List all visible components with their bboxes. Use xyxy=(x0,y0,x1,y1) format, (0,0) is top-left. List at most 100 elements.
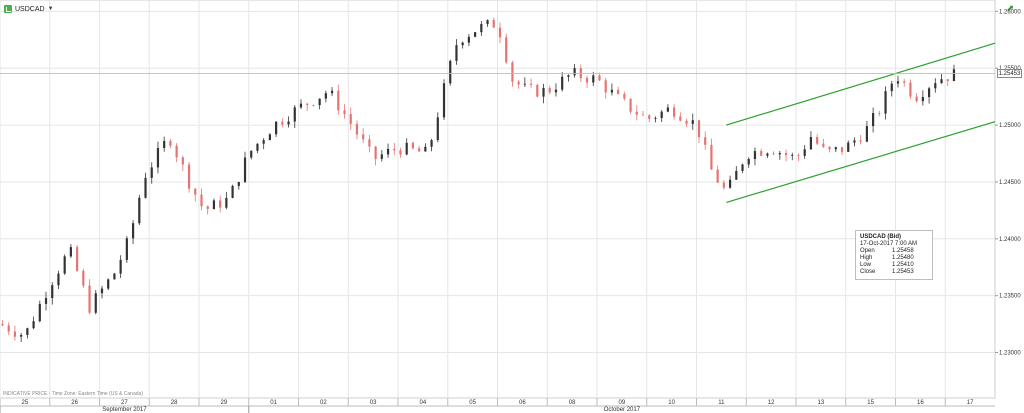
candle-body xyxy=(380,154,383,159)
candle-body xyxy=(598,75,601,81)
candle xyxy=(20,333,23,342)
day-label: 12 xyxy=(768,400,775,406)
candle xyxy=(474,31,477,38)
candle xyxy=(548,85,551,95)
candle-body xyxy=(617,89,620,94)
candle-body xyxy=(853,140,856,143)
candle xyxy=(125,236,128,263)
candle-body xyxy=(641,114,645,116)
candle xyxy=(281,118,284,128)
candle xyxy=(784,149,788,162)
candle xyxy=(896,75,900,88)
candle-body xyxy=(442,83,446,118)
tooltip-row-low: Low 1.25410 xyxy=(860,262,914,268)
candle-body xyxy=(156,147,160,168)
candle-body xyxy=(934,83,937,89)
candle-body xyxy=(187,164,191,189)
candle-body xyxy=(890,83,893,92)
candle xyxy=(685,118,688,127)
candle xyxy=(88,279,91,315)
candle-body xyxy=(169,141,172,146)
tooltip-datetime: 17-Oct-2017 7:00 AM xyxy=(860,241,918,247)
candle xyxy=(934,78,937,93)
candle-body xyxy=(474,32,477,37)
candle-body xyxy=(386,148,390,155)
candle xyxy=(461,41,464,49)
month-label: October 2017 xyxy=(604,407,641,413)
candle-body xyxy=(219,200,222,208)
candle-body xyxy=(648,115,651,119)
candle xyxy=(44,291,48,311)
expand-arrow-icon[interactable]: ⬈ xyxy=(1006,3,1014,13)
candle-body xyxy=(784,153,788,156)
candle xyxy=(100,285,104,299)
candle-body xyxy=(150,167,153,178)
candle-body xyxy=(343,110,346,115)
candle-body xyxy=(287,121,290,125)
candle-body xyxy=(88,285,91,313)
candle xyxy=(834,146,837,153)
candle xyxy=(890,80,893,97)
candle xyxy=(573,64,576,78)
candle-body xyxy=(212,200,216,210)
candle-body xyxy=(318,98,321,106)
candle-body xyxy=(486,20,489,25)
candle xyxy=(63,254,66,275)
candle-body xyxy=(828,146,831,150)
candle-body xyxy=(915,96,918,102)
tooltip-title: USDCAD (Bid) xyxy=(860,234,901,240)
candle xyxy=(219,195,222,213)
day-label: 01 xyxy=(270,400,277,406)
candle-body xyxy=(529,83,533,85)
candle-body xyxy=(579,68,582,79)
grid xyxy=(0,0,996,399)
candle xyxy=(430,138,433,152)
candle xyxy=(169,138,172,149)
day-label: 05 xyxy=(469,400,476,406)
candle xyxy=(847,140,850,153)
candle xyxy=(380,150,383,162)
symbol-label[interactable]: USDCAD xyxy=(15,5,45,13)
candle xyxy=(256,143,259,154)
candle-body xyxy=(610,89,614,93)
candle xyxy=(753,147,757,166)
candle xyxy=(635,105,638,121)
candle xyxy=(119,255,122,279)
candle xyxy=(32,316,35,330)
candle xyxy=(878,110,881,117)
candle xyxy=(505,33,508,65)
month-label: September 2017 xyxy=(102,407,147,413)
candle-body xyxy=(554,89,558,93)
candle-body xyxy=(20,334,23,337)
candle xyxy=(144,172,147,199)
candle xyxy=(492,17,495,28)
candle xyxy=(76,244,79,272)
candle xyxy=(13,325,17,341)
candle-body xyxy=(69,247,72,257)
candle xyxy=(237,181,240,190)
day-label: 17 xyxy=(967,400,974,406)
candle xyxy=(617,86,620,95)
candle-body xyxy=(666,107,669,112)
candle xyxy=(324,90,327,103)
candle-body xyxy=(337,90,340,111)
chevron-down-icon[interactable]: ▼ xyxy=(47,6,54,12)
candle xyxy=(200,188,203,211)
candle-body xyxy=(710,144,713,170)
candle-body xyxy=(834,147,837,150)
candle xyxy=(828,146,831,153)
candle-body xyxy=(206,206,209,210)
candle xyxy=(679,112,682,122)
candle-body xyxy=(927,88,931,98)
candle xyxy=(113,272,116,280)
candle xyxy=(399,147,402,158)
candle-body xyxy=(26,328,29,335)
candle xyxy=(480,20,483,36)
candle xyxy=(442,79,446,121)
candle xyxy=(287,116,290,128)
candle-body xyxy=(747,158,750,165)
candle xyxy=(436,112,439,143)
candle-body xyxy=(467,36,470,43)
candle xyxy=(673,104,676,120)
